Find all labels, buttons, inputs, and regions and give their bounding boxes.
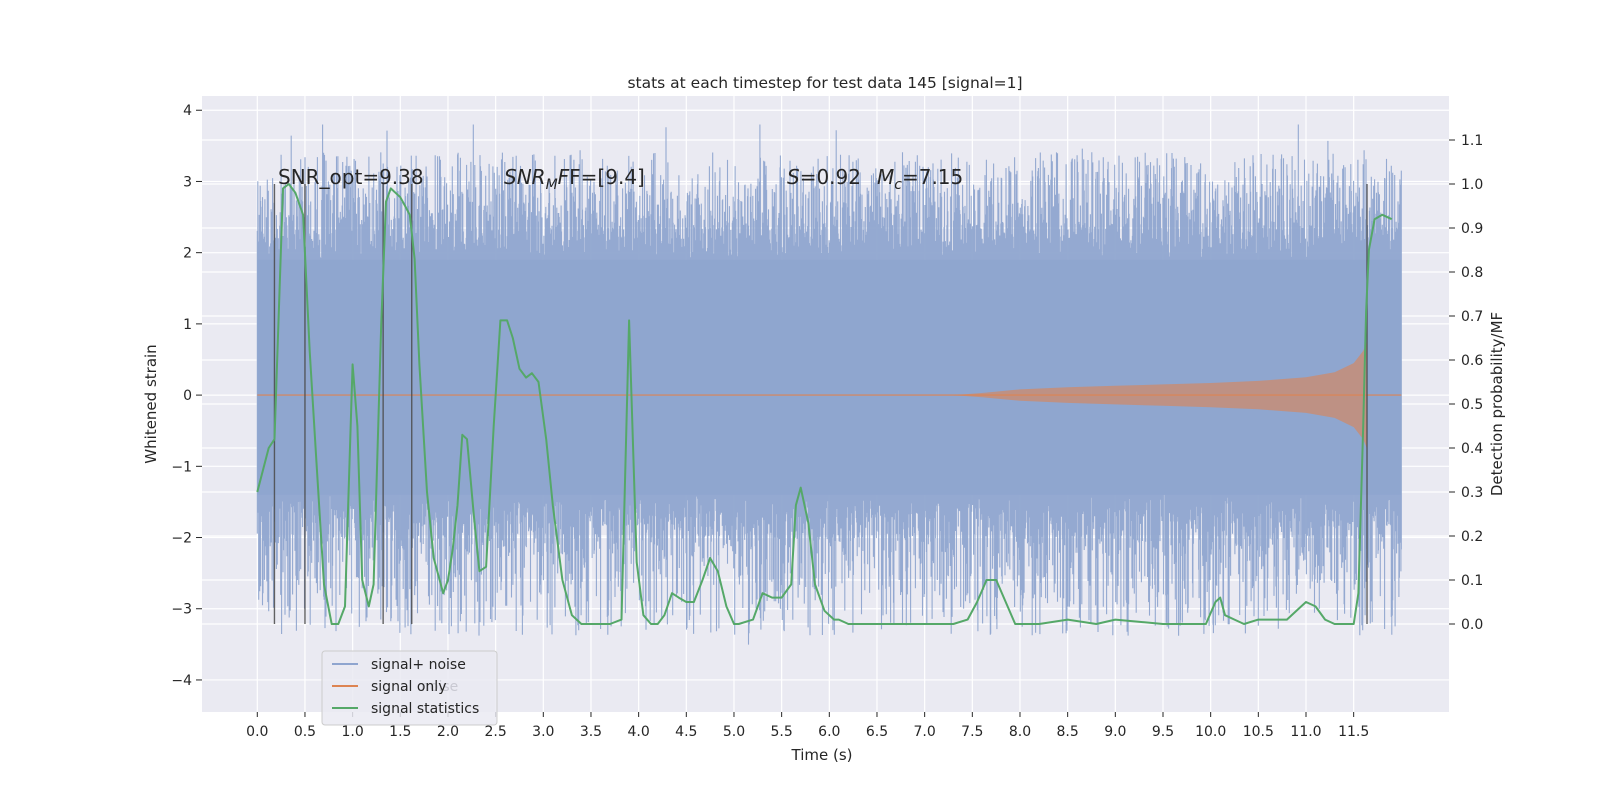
x-tick-label: 8.0 bbox=[1009, 724, 1031, 740]
y-tick-label: 1 bbox=[183, 317, 192, 333]
y2-tick-label: 0.5 bbox=[1461, 397, 1483, 413]
chart-title: stats at each timestep for test data 145… bbox=[627, 74, 1022, 92]
y-tick-label: −3 bbox=[171, 602, 192, 618]
x-tick-label: 3.5 bbox=[580, 724, 602, 740]
y-tick-label: 3 bbox=[183, 174, 192, 190]
y2-axis-label: Detection probability/MF bbox=[1488, 312, 1506, 496]
x-axis-ticks: 0.0 0.5 1.0 1.5 2.0 2.5 3.0 3.5 4.0 4.5 5.0 5.5 6.0 6… bbox=[246, 712, 1369, 740]
y-axis-label: Whitened strain bbox=[142, 344, 160, 463]
y2-tick-label: 0.3 bbox=[1461, 485, 1483, 501]
y2-tick-label: 0.9 bbox=[1461, 221, 1483, 237]
y2-tick-label: 1.0 bbox=[1461, 177, 1483, 193]
legend-box bbox=[321, 650, 498, 726]
annotation-snr-opt: SNR_opt=9.38 bbox=[278, 165, 424, 189]
x-tick-label: 2.0 bbox=[437, 724, 459, 740]
legend-label-signal: signal only bbox=[371, 679, 446, 695]
x-tick-label: 4.0 bbox=[628, 724, 650, 740]
x-tick-label: 8.5 bbox=[1057, 724, 1079, 740]
y2-tick-label: 0.8 bbox=[1461, 265, 1483, 281]
x-tick-label: 1.0 bbox=[341, 724, 363, 740]
y2-tick-label: 1.1 bbox=[1461, 133, 1483, 149]
signal-only-series bbox=[257, 341, 1402, 449]
y2-axis-ticks: 0.0 0.1 0.2 0.3 0.4 0.5 0.6 0.7 0.8 0.9 1.0 1.1 bbox=[1449, 133, 1483, 633]
annotation-snr-mf: SNRMFF=[9.4] bbox=[504, 165, 645, 193]
annotations: SNR_opt=9.38 SNRMFF=[9.4] S=0.92 Mc=7.15 bbox=[278, 165, 963, 193]
signal-envelope bbox=[257, 341, 1367, 449]
y2-tick-label: 0.1 bbox=[1461, 573, 1483, 589]
x-tick-label: 2.5 bbox=[485, 724, 507, 740]
y2-tick-label: 0.4 bbox=[1461, 441, 1483, 457]
x-tick-label: 10.5 bbox=[1243, 724, 1274, 740]
x-tick-label: 11.5 bbox=[1338, 724, 1369, 740]
annotation-s-mc: S=0.92 Mc=7.15 bbox=[787, 165, 963, 193]
legend-label-noise: signal+ noise bbox=[371, 657, 466, 673]
x-tick-label: 5.5 bbox=[771, 724, 793, 740]
x-tick-label: 7.5 bbox=[961, 724, 983, 740]
y2-tick-label: 0.0 bbox=[1461, 617, 1483, 633]
x-tick-label: 7.0 bbox=[914, 724, 936, 740]
x-tick-label: 6.0 bbox=[818, 724, 840, 740]
y-tick-label: 4 bbox=[183, 103, 192, 119]
y-tick-label: 2 bbox=[183, 246, 192, 262]
x-tick-label: 4.5 bbox=[675, 724, 697, 740]
y2-tick-label: 0.7 bbox=[1461, 309, 1483, 325]
x-axis-label: Time (s) bbox=[791, 746, 853, 764]
x-tick-label: 11.0 bbox=[1290, 724, 1321, 740]
y-axis-ticks: −4 −3 −2 −1 0 1 2 3 4 bbox=[171, 103, 202, 689]
legend-shadow-text: noise bbox=[421, 679, 458, 695]
signal-statistics-series bbox=[256, 183, 1393, 625]
x-tick-label: 9.5 bbox=[1152, 724, 1174, 740]
x-tick-label: 9.0 bbox=[1104, 724, 1126, 740]
x-tick-label: 0.0 bbox=[246, 724, 268, 740]
y-tick-label: −1 bbox=[171, 459, 192, 475]
y-tick-label: 0 bbox=[183, 388, 192, 404]
x-tick-label: 1.5 bbox=[389, 724, 411, 740]
x-tick-label: 6.5 bbox=[866, 724, 888, 740]
y2-tick-label: 0.2 bbox=[1461, 529, 1483, 545]
y2-tick-label: 0.6 bbox=[1461, 353, 1483, 369]
statistics-line bbox=[256, 183, 1393, 625]
x-tick-label: 3.0 bbox=[532, 724, 554, 740]
x-tick-label: 5.0 bbox=[723, 724, 745, 740]
legend-label-statistics: signal statistics bbox=[371, 701, 479, 717]
legend: noise signal+ noise signal only signal s… bbox=[321, 650, 498, 726]
noise-series bbox=[256, 124, 1402, 645]
y-tick-label: −2 bbox=[171, 531, 192, 547]
y-tick-label: −4 bbox=[171, 673, 192, 689]
x-tick-label: 0.5 bbox=[294, 724, 316, 740]
x-tick-label: 10.0 bbox=[1195, 724, 1226, 740]
